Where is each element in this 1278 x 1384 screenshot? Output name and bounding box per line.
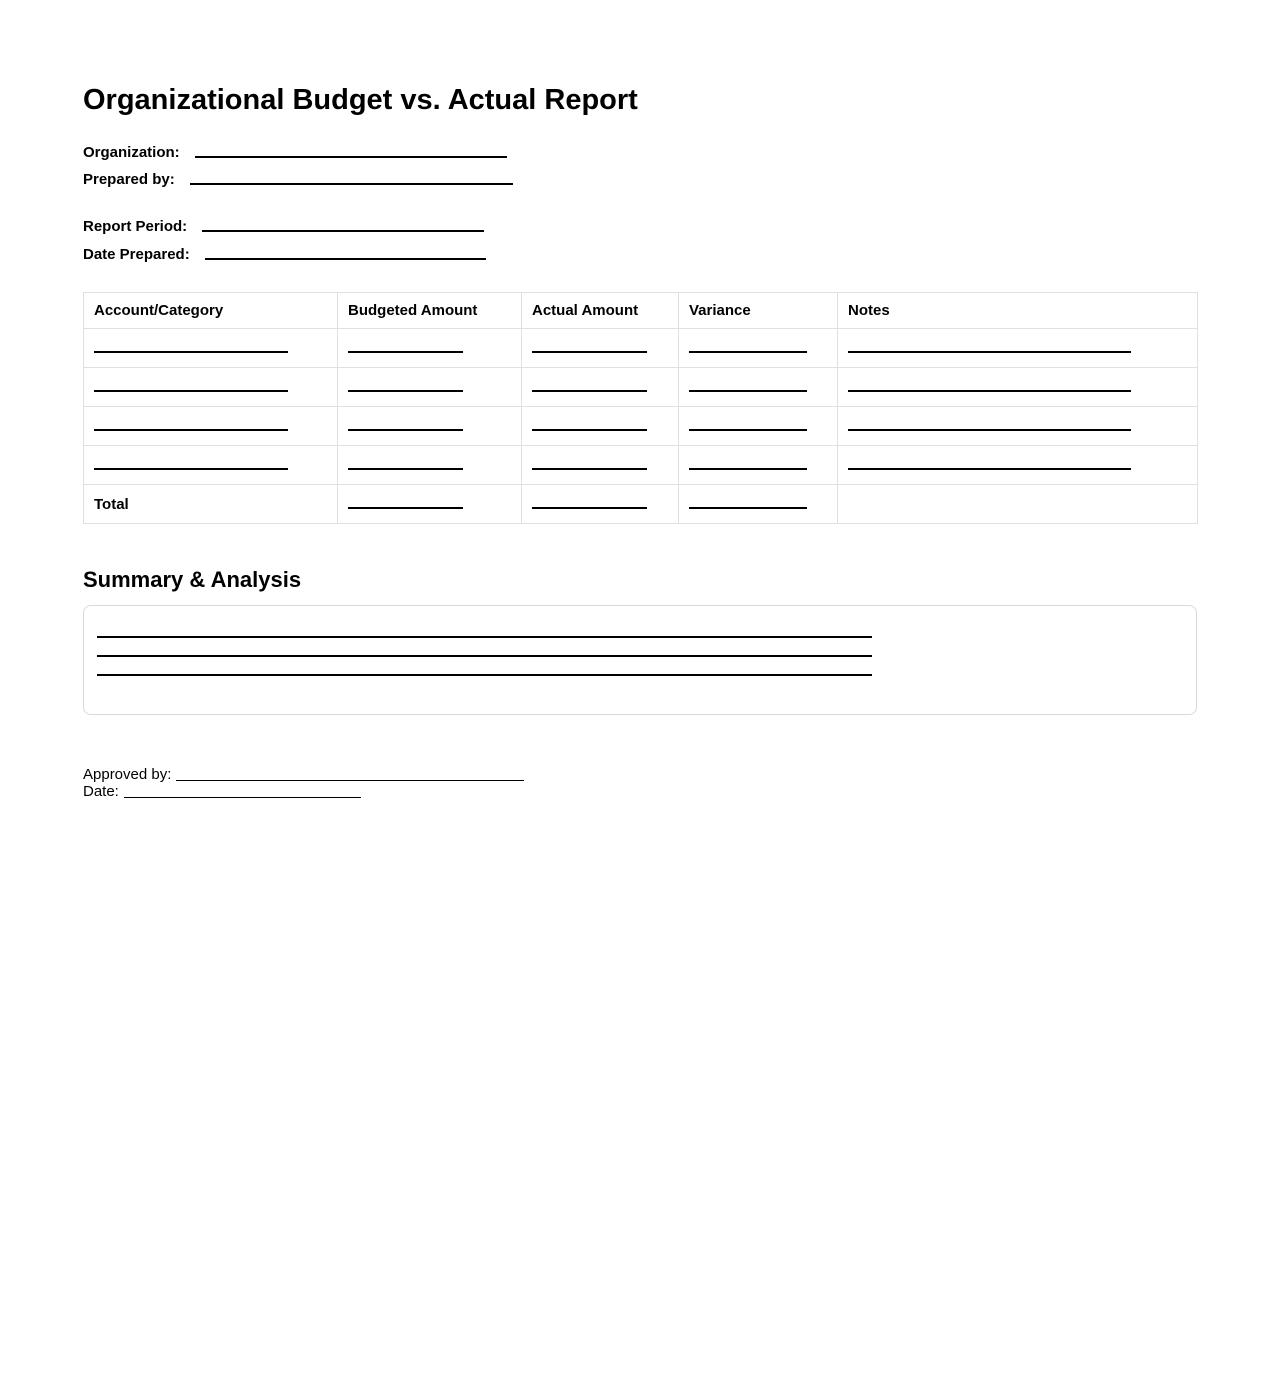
blank-line <box>532 390 647 392</box>
approved-by-blank-line <box>176 769 525 781</box>
notes-cell <box>837 367 1198 407</box>
col-header-actual-amount: Actual Amount <box>521 292 679 329</box>
header-row: Account/Category Budgeted Amount Actual … <box>83 292 1198 329</box>
table-row <box>83 406 1198 446</box>
date-prepared-field: Date Prepared: <box>83 243 1196 263</box>
date-prepared-label: Date Prepared: <box>83 246 190 263</box>
total-variance-cell <box>678 484 838 524</box>
blank-line <box>348 351 463 353</box>
blank-line <box>689 507 807 509</box>
col-header-notes: Notes <box>837 292 1198 329</box>
budgeted-amount-cell <box>337 445 522 485</box>
blank-line <box>689 429 807 431</box>
table-row <box>83 367 1198 407</box>
blank-line <box>94 390 288 392</box>
actual-amount-cell <box>521 445 679 485</box>
col-header-budgeted-amount: Budgeted Amount <box>337 292 522 329</box>
variance-cell <box>678 445 838 485</box>
meta-fields-bottom: Report Period: Date Prepared: <box>83 215 1196 263</box>
blank-line <box>848 468 1131 470</box>
table-body: Total <box>83 328 1198 524</box>
budgeted-amount-cell <box>337 406 522 446</box>
approved-by-field: Approved by: <box>83 766 1196 783</box>
date-prepared-blank-line <box>204 258 486 260</box>
blank-line <box>94 468 288 470</box>
total-actual-cell <box>521 484 679 524</box>
blank-line <box>348 390 463 392</box>
table-row <box>83 328 1198 368</box>
total-label: Total <box>83 484 338 524</box>
account-category-cell <box>83 445 338 485</box>
approval-date-blank-line <box>123 786 361 798</box>
account-category-cell <box>83 367 338 407</box>
notes-cell <box>837 445 1198 485</box>
account-category-cell <box>83 406 338 446</box>
approved-by-label: Approved by: <box>83 766 172 783</box>
account-category-cell <box>83 328 338 368</box>
variance-cell <box>678 367 838 407</box>
organization-blank-line <box>194 156 507 158</box>
blank-line <box>532 351 647 353</box>
blank-line <box>848 351 1131 353</box>
meta-fields-top: Organization: Prepared by: <box>83 141 1196 188</box>
blank-line <box>532 429 647 431</box>
summary-heading: Summary & Analysis <box>83 567 302 592</box>
notes-cell <box>837 328 1198 368</box>
blank-line <box>848 429 1131 431</box>
approval-date-field: Date: <box>83 783 1196 800</box>
organization-label: Organization: <box>83 144 180 161</box>
summary-blank-line <box>97 636 872 638</box>
table-row <box>83 445 1198 485</box>
prepared-by-blank-line <box>189 183 513 185</box>
report-page: Organizational Budget vs. Actual Report … <box>0 84 1278 800</box>
organization-field: Organization: <box>83 141 1196 161</box>
report-period-field: Report Period: <box>83 215 1196 235</box>
variance-cell <box>678 406 838 446</box>
approval-date-label: Date: <box>83 783 119 800</box>
notes-cell <box>837 406 1198 446</box>
col-header-account-category: Account/Category <box>83 292 338 329</box>
blank-line <box>689 351 807 353</box>
page-title: Organizational Budget vs. Actual Report <box>83 84 638 116</box>
blank-line <box>348 429 463 431</box>
budgeted-amount-cell <box>337 328 522 368</box>
actual-amount-cell <box>521 406 679 446</box>
summary-blank-line <box>97 674 872 676</box>
blank-line <box>689 390 807 392</box>
table-header: Account/Category Budgeted Amount Actual … <box>83 292 1198 329</box>
variance-cell <box>678 328 838 368</box>
total-row: Total <box>83 484 1198 524</box>
col-header-variance: Variance <box>678 292 838 329</box>
blank-line <box>348 507 463 509</box>
actual-amount-cell <box>521 328 679 368</box>
summary-blank-line <box>97 655 872 657</box>
budgeted-amount-cell <box>337 367 522 407</box>
blank-line <box>94 351 288 353</box>
blank-line <box>689 468 807 470</box>
total-notes-cell <box>837 484 1198 524</box>
report-period-label: Report Period: <box>83 218 188 235</box>
prepared-by-label: Prepared by: <box>83 171 175 188</box>
blank-line <box>532 507 647 509</box>
actual-amount-cell <box>521 367 679 407</box>
blank-line <box>532 468 647 470</box>
total-budgeted-cell <box>337 484 522 524</box>
budget-table: Account/Category Budgeted Amount Actual … <box>83 292 1198 524</box>
blank-line <box>348 468 463 470</box>
blank-line <box>94 429 288 431</box>
report-period-blank-line <box>202 230 485 232</box>
blank-line <box>848 390 1131 392</box>
summary-box <box>83 605 1197 715</box>
prepared-by-field: Prepared by: <box>83 168 1196 188</box>
approval-section: Approved by: Date: <box>83 766 1196 800</box>
